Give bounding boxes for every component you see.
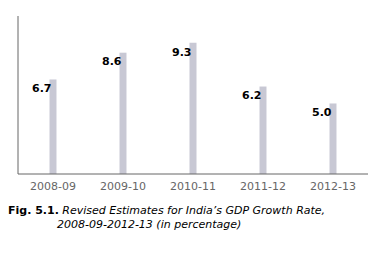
svg-text:2008-09: 2008-09 (30, 180, 76, 193)
svg-text:2012-13: 2012-13 (310, 180, 356, 193)
svg-text:9.3: 9.3 (172, 46, 192, 59)
html-text:Fig. 5.1. Revised Estimates fo: Fig. 5.1. Revised Estimates for India’s … (8, 204, 326, 232)
svg-text:2010-11: 2010-11 (170, 180, 216, 193)
svg-text:6.2: 6.2 (242, 89, 262, 102)
svg-text:5.0: 5.0 (312, 106, 332, 119)
svg-text:2009-10: 2009-10 (100, 180, 146, 193)
svg-text:8.6: 8.6 (102, 55, 122, 68)
svg-text:2011-12: 2011-12 (240, 180, 286, 193)
svg-text:6.7: 6.7 (32, 82, 52, 95)
